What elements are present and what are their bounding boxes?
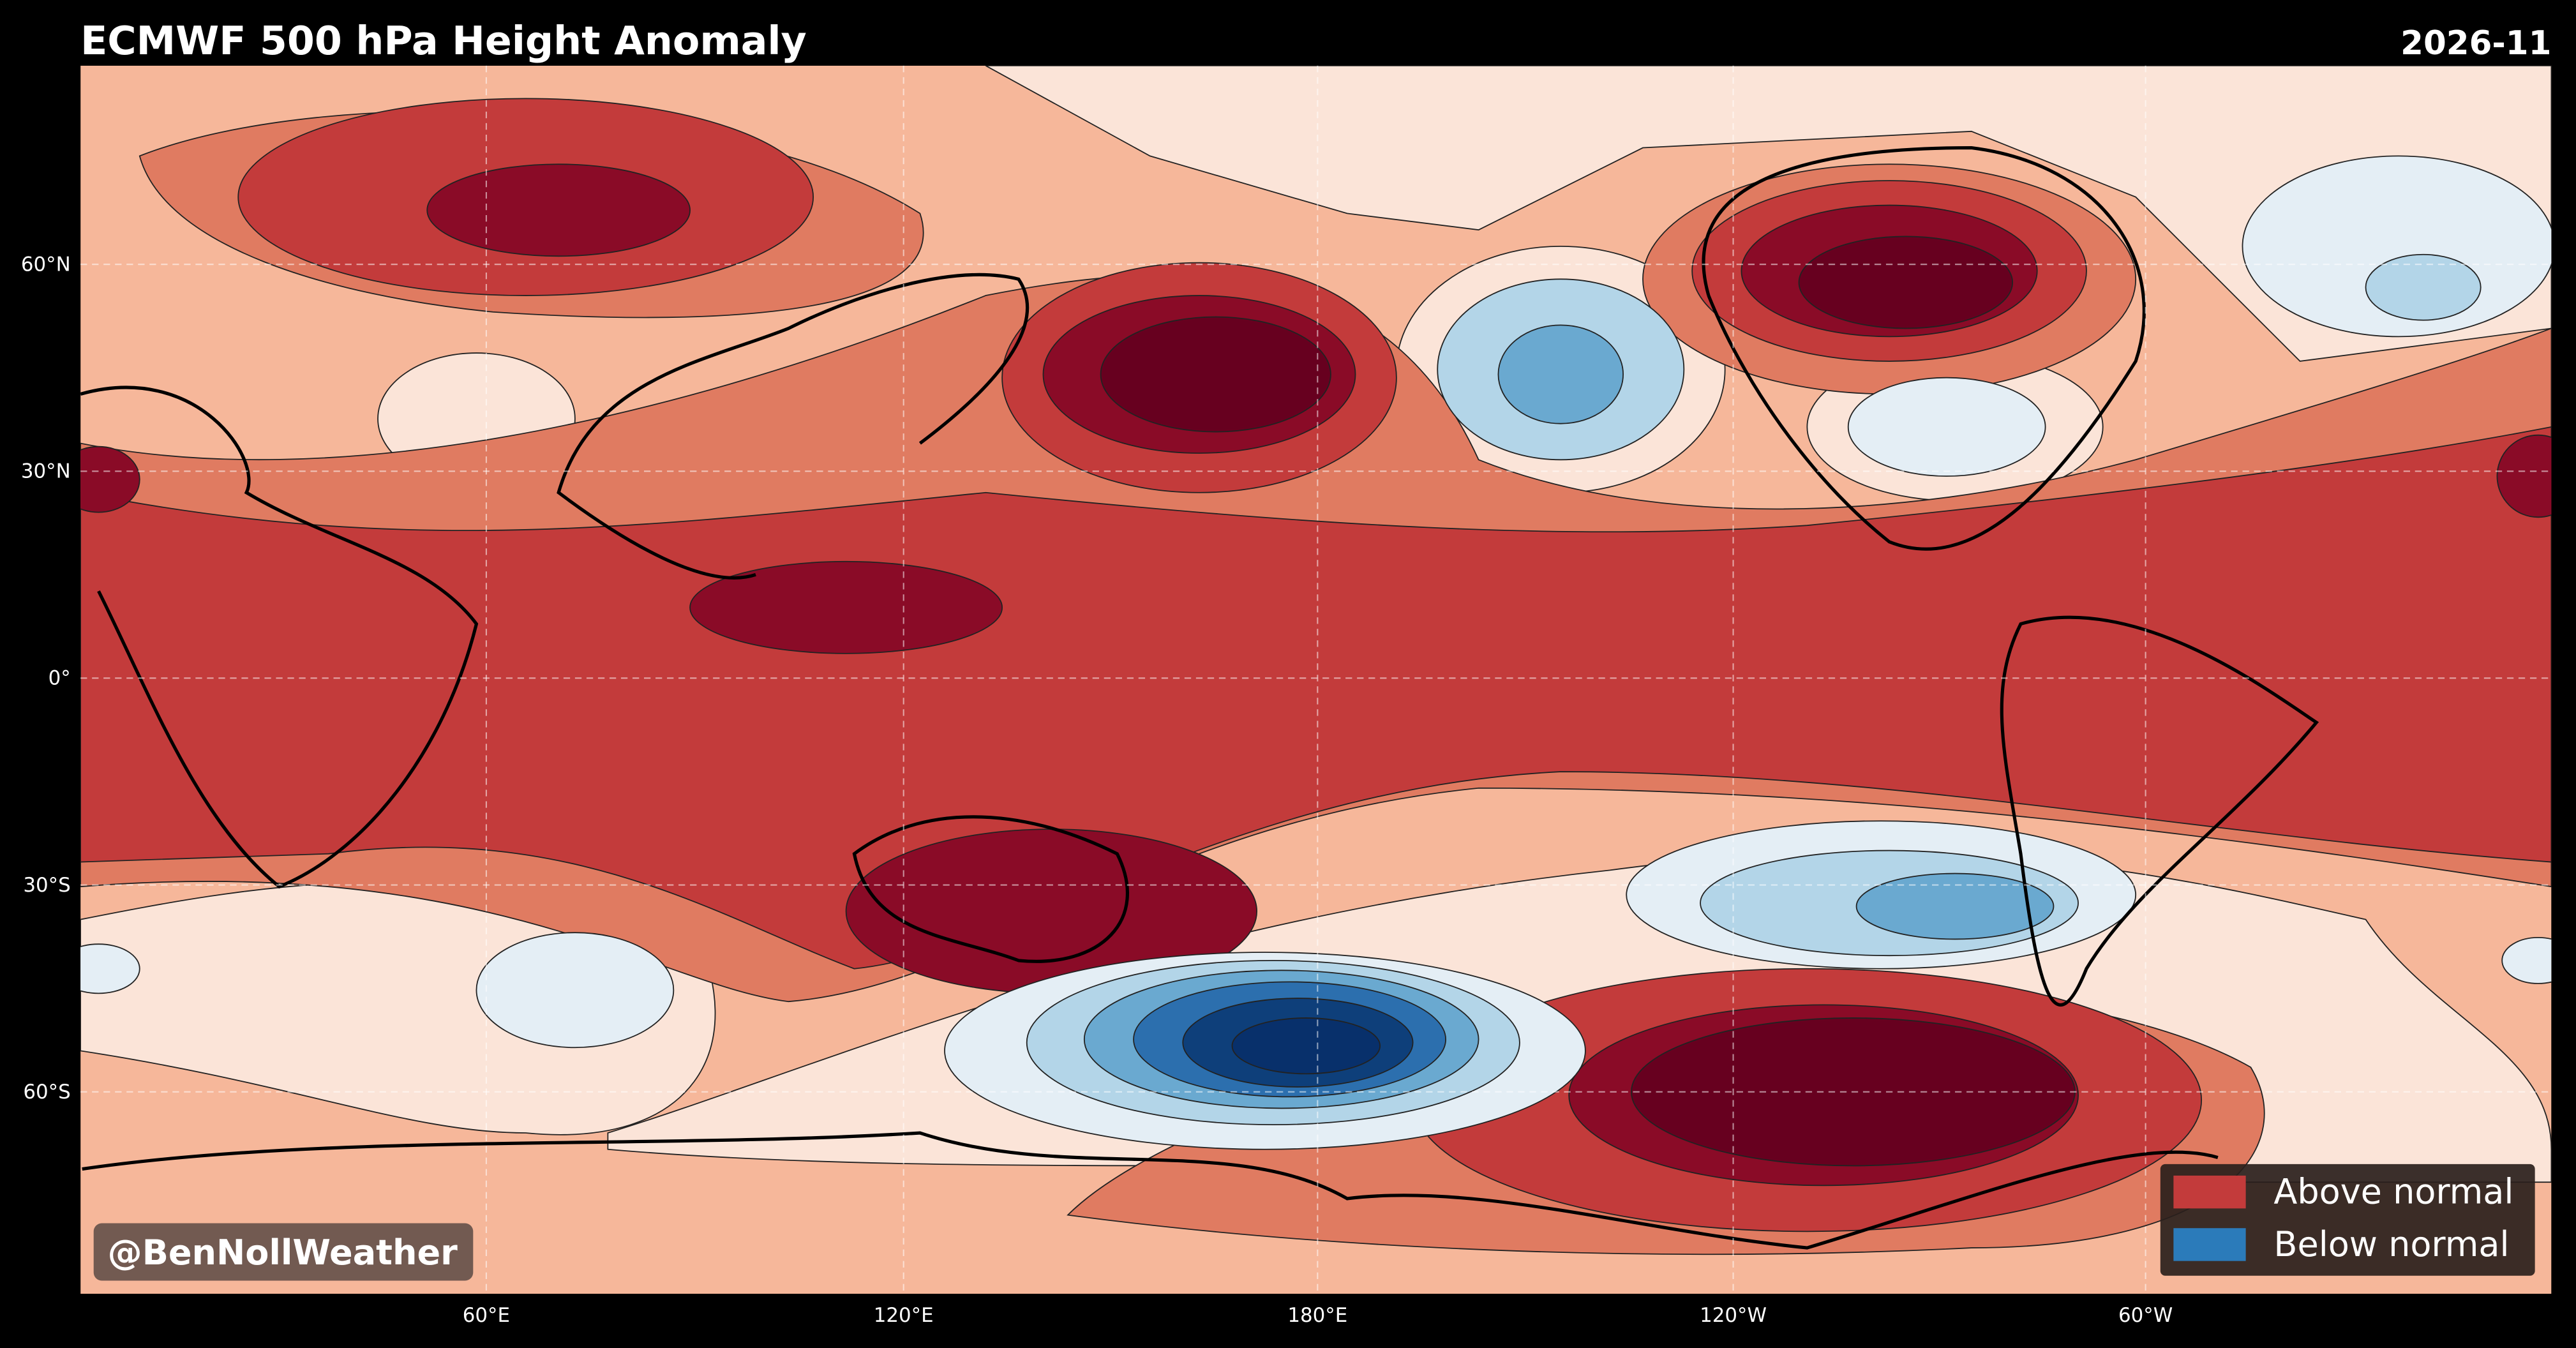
coastline [82,1131,2219,1250]
date: 2026-11 [2400,24,2551,63]
coastline [557,273,1030,580]
coastline [1702,146,2146,551]
contour-fill [985,65,2552,362]
legend: Above normal Below normal [2160,1164,2535,1276]
coastlines [80,146,2319,1250]
lat-label: 30°N [21,460,71,483]
legend-label: Above normal [2273,1172,2513,1212]
lon-label: 120°E [874,1304,934,1327]
contour-fill [80,943,140,994]
lon-label: 120°W [1700,1304,1767,1327]
contour-fill [476,932,675,1049]
contour-fill [1231,1017,1381,1075]
anomaly-field [80,65,2552,1294]
contour-fill [2496,434,2552,518]
watermark: @BenNollWeather [108,1232,458,1273]
contour-fill [689,560,1003,654]
contour-fill [1100,316,1331,433]
contour-fill [1497,324,1624,424]
contour-fill [2501,936,2552,984]
contour-fill [80,446,140,513]
coastline [852,815,1129,963]
lon-label: 60°W [2118,1304,2173,1327]
legend-label: Below normal [2273,1224,2509,1264]
lon-label: 60°E [463,1304,510,1327]
title: ECMWF 500 hPa Height Anomaly [80,18,807,64]
contour-fill [426,163,691,257]
contour-fill [2365,253,2482,321]
contour-fill [1855,872,2055,940]
lon-label: 180°E [1287,1304,1347,1327]
contour-fill [1847,377,2046,477]
legend-swatch [2173,1228,2246,1261]
lat-label: 60°S [23,1081,70,1104]
graticule [80,65,2552,1294]
lat-label: 0° [49,667,71,690]
lat-label: 30°S [23,874,70,897]
lat-label: 60°N [21,253,71,276]
coastline [2000,615,2319,1007]
legend-box [2160,1164,2535,1276]
watermark-box [93,1223,474,1281]
legend-swatch [2173,1175,2246,1209]
contour-fill [1798,236,2014,329]
coastline [80,386,479,889]
